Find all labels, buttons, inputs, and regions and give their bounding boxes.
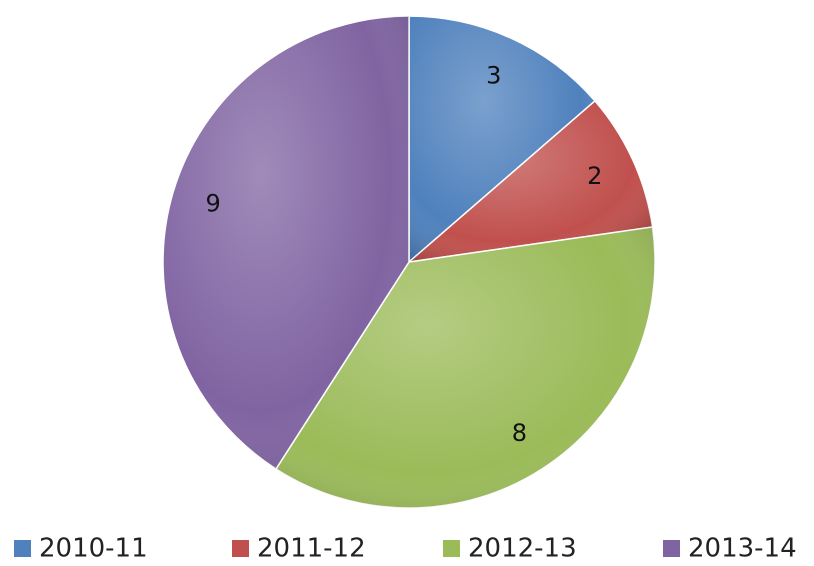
legend-swatch	[14, 540, 31, 557]
legend-swatch	[232, 540, 249, 557]
legend-label: 2011-12	[257, 534, 366, 564]
legend-label: 2010-11	[39, 534, 148, 564]
legend-label: 2013-14	[688, 534, 797, 564]
legend-swatch	[443, 540, 460, 557]
data-label: 2	[587, 162, 602, 190]
legend-swatch	[663, 540, 680, 557]
data-label: 3	[486, 61, 501, 89]
data-label: 8	[512, 419, 527, 447]
data-label: 9	[205, 189, 220, 217]
pie: 3 2 8 9	[162, 15, 656, 509]
legend: 2010-11 2011-12 2012-13 2013-14	[14, 534, 797, 564]
legend-label: 2012-13	[468, 534, 577, 564]
